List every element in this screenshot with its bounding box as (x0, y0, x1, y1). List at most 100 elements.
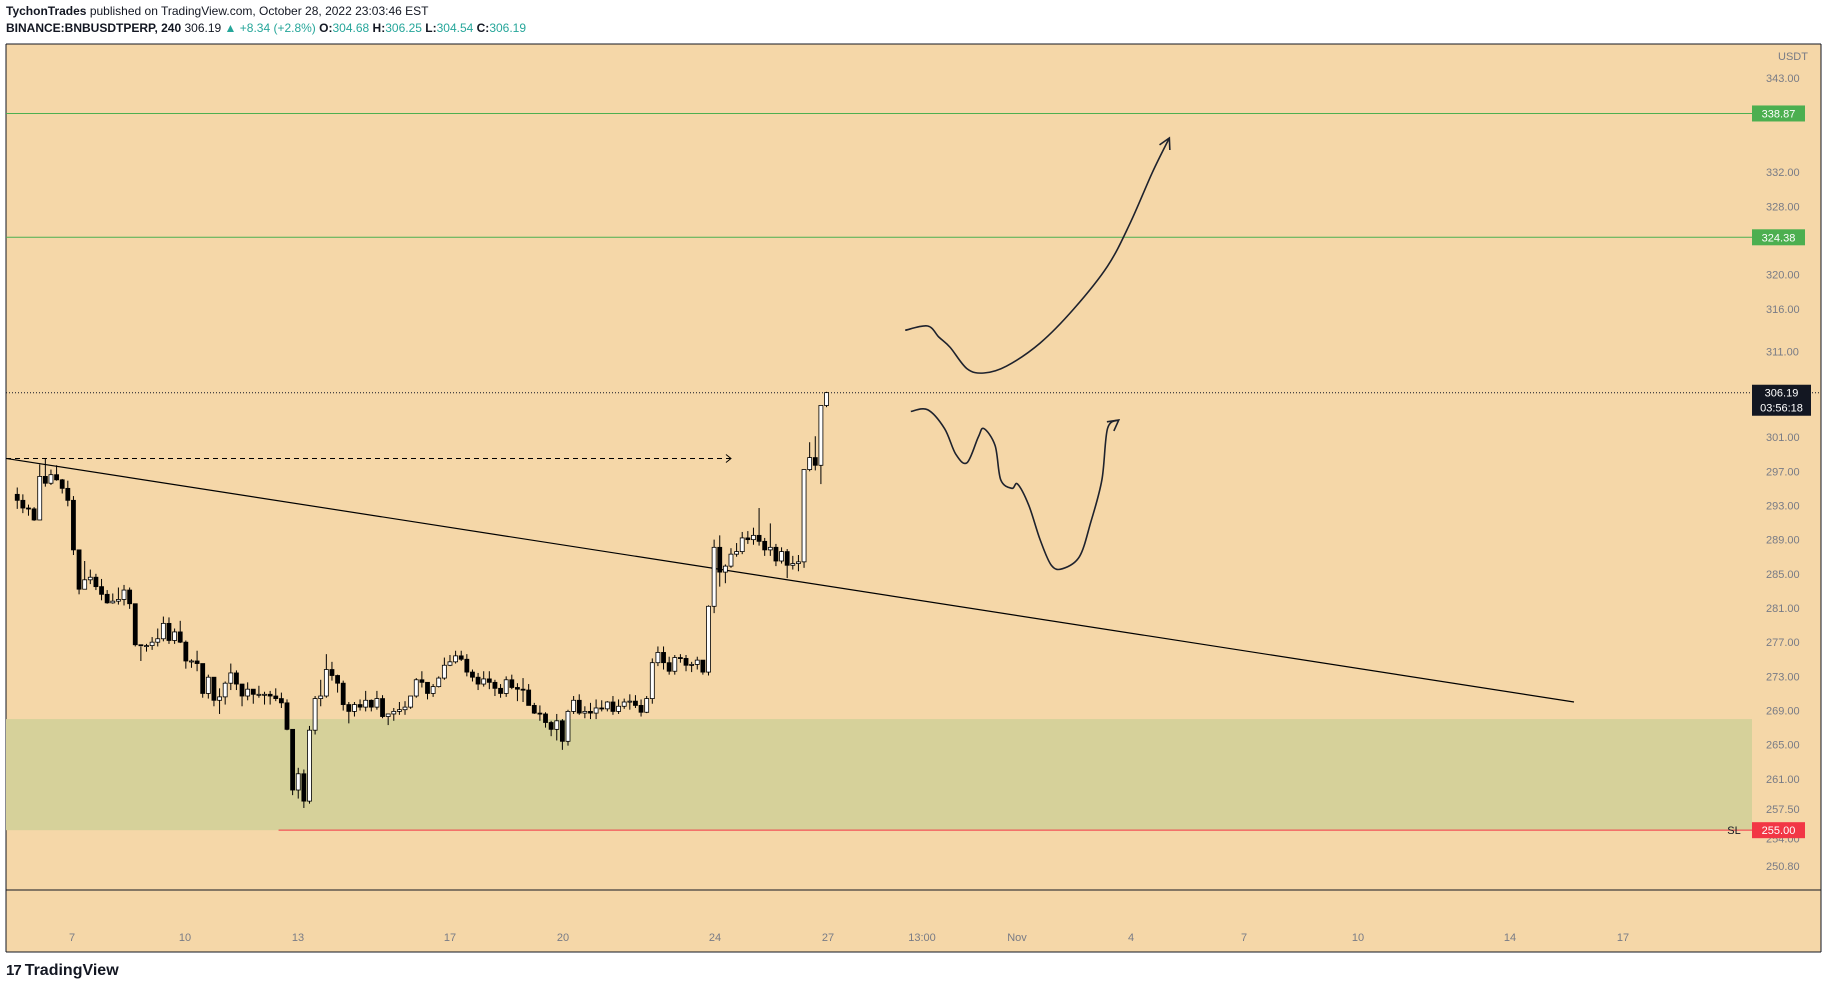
candle-body (604, 701, 610, 710)
time-tick-label: 4 (1128, 932, 1134, 944)
candle (177, 620, 183, 644)
symbol-legend: BINANCE:BNBUSDTPERP, 240 306.19 ▲ +8.34 … (6, 21, 526, 35)
candle-body (756, 534, 762, 542)
candle (537, 705, 543, 721)
candle (722, 564, 728, 584)
candle (194, 650, 200, 672)
time-tick-label: 20 (557, 932, 569, 944)
candle (582, 706, 588, 719)
drawings-layer (905, 136, 1171, 571)
candle (155, 628, 161, 647)
time-tick-label: 17 (1617, 932, 1629, 944)
candle (588, 702, 593, 720)
candle-body (537, 712, 543, 715)
price-tick-label: 332.00 (1766, 167, 1800, 179)
candle (689, 661, 695, 673)
candle (464, 654, 470, 677)
candles-layer (14, 391, 829, 808)
candle-body (655, 652, 661, 664)
candle (42, 458, 48, 487)
candle (728, 548, 734, 568)
high-value: 306.25 (385, 21, 422, 35)
candle-body (340, 682, 346, 705)
candle (149, 637, 155, 650)
candle (132, 603, 138, 647)
candle (531, 702, 537, 714)
candle-body (425, 681, 430, 694)
candle (796, 555, 801, 572)
price-tick-label: 297.00 (1766, 466, 1800, 478)
candle-body (262, 693, 267, 696)
candle (419, 671, 425, 688)
candle-body (722, 565, 728, 573)
candle-body (194, 660, 200, 664)
candle-body (616, 705, 621, 712)
candle-body (666, 662, 672, 672)
candle (666, 656, 672, 675)
price-tick-label: 316.00 (1766, 304, 1800, 316)
tradingview-logo[interactable]: 17 TradingView (6, 962, 119, 980)
candle (262, 691, 267, 705)
price-tick-label: 281.00 (1766, 603, 1800, 615)
time-tick-label: 24 (709, 932, 721, 944)
candle-body (172, 631, 178, 641)
candle-body (290, 728, 296, 791)
bullish-path[interactable] (905, 137, 1171, 374)
candle (87, 569, 93, 585)
candle-body (436, 677, 442, 688)
price-axis[interactable]: USDT343.00332.00328.00324.00320.00316.00… (1766, 51, 1808, 873)
symbol-name[interactable]: BINANCE:BNBUSDTPERP, 240 (6, 21, 182, 35)
candle (599, 700, 605, 712)
candle (470, 669, 475, 682)
candle (172, 628, 178, 644)
candle (425, 681, 430, 700)
candle (706, 605, 711, 676)
candle-body (790, 563, 796, 566)
candle (475, 672, 481, 691)
candle (807, 442, 813, 472)
candle (520, 678, 526, 702)
candle (93, 573, 99, 591)
candle-body (486, 678, 492, 683)
candle (116, 587, 121, 605)
candle (649, 658, 655, 704)
candle-body (26, 507, 31, 510)
candle (430, 684, 436, 697)
candle-body (138, 644, 144, 647)
author-name[interactable]: TychonTrades (6, 4, 87, 18)
candle (380, 695, 385, 719)
candle-body (374, 698, 380, 708)
candle (824, 391, 829, 408)
candle-body (323, 669, 329, 697)
last-price: 306.19 (184, 21, 222, 35)
candle-body (734, 551, 739, 555)
trendline[interactable] (5, 457, 1575, 703)
candle (82, 561, 88, 590)
level-tag-label: 255.00 (1762, 825, 1796, 837)
candle (228, 663, 234, 691)
candle (498, 684, 503, 698)
candle (408, 695, 414, 709)
candle (323, 654, 329, 698)
candle (14, 487, 20, 509)
candle (548, 720, 554, 737)
candle (31, 507, 37, 521)
candle-body (413, 679, 419, 697)
candle-body (447, 661, 453, 666)
time-axis[interactable]: 7 10 13 17 20 24 27 13:00 Nov 4 7 10 14 17 (69, 932, 1629, 944)
candle-body (352, 704, 357, 712)
pullback-path[interactable] (910, 407, 1120, 571)
candle (756, 508, 762, 546)
candle-body (234, 672, 239, 685)
candle (492, 679, 498, 697)
candle-body (430, 686, 436, 694)
candle-body (599, 707, 605, 710)
candle-body (503, 679, 509, 694)
candle (346, 702, 352, 724)
time-tick-label: Nov (1007, 932, 1027, 944)
candle (99, 578, 104, 601)
candle-body (543, 713, 548, 723)
candle-body (711, 546, 717, 607)
candle-body (728, 553, 734, 567)
